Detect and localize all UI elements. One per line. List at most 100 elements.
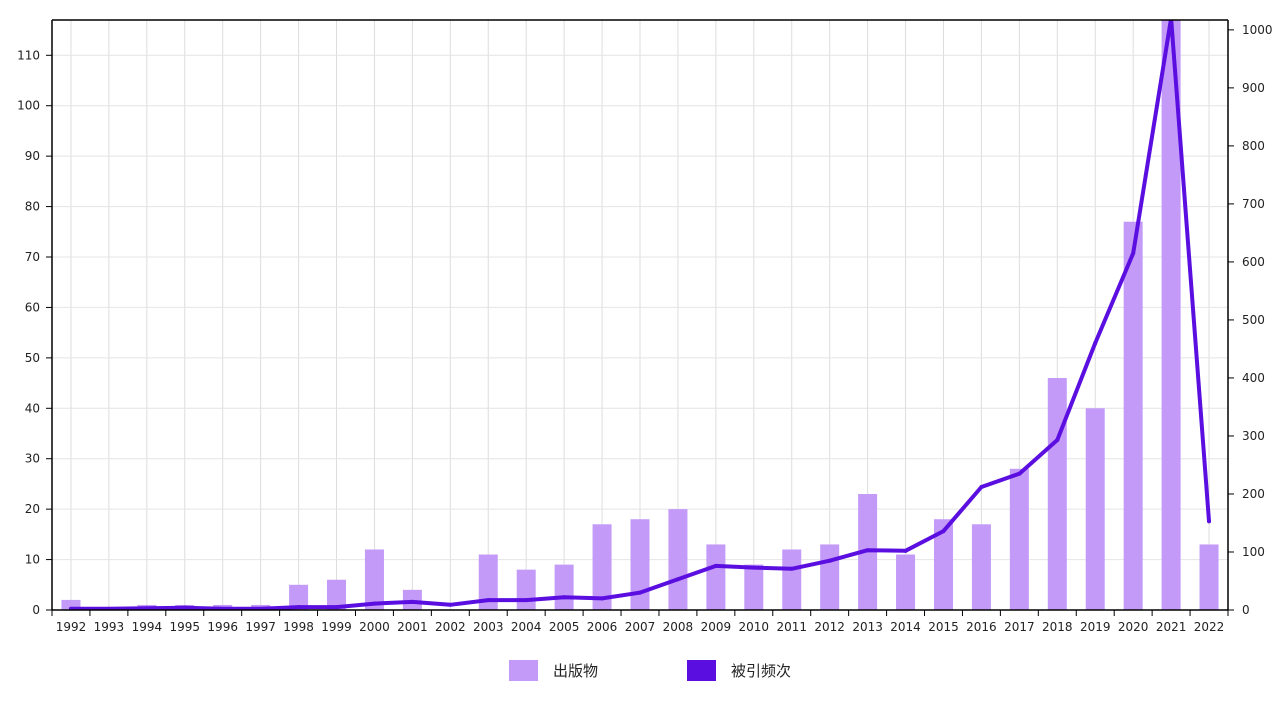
x-tick-label: 2014 <box>890 620 921 634</box>
y-left-tick-label: 0 <box>32 603 40 617</box>
point-2001[interactable] <box>410 599 415 604</box>
x-tick-label: 1999 <box>321 620 352 634</box>
y-right-tick-label: 300 <box>1242 429 1265 443</box>
point-2000[interactable] <box>372 601 377 606</box>
y-left-tick-label: 60 <box>25 300 40 314</box>
bar-2004[interactable] <box>516 569 536 610</box>
x-tick-label: 2013 <box>852 620 883 634</box>
x-tick-label: 1997 <box>245 620 276 634</box>
x-tick-label: 2016 <box>966 620 997 634</box>
bar-1992[interactable] <box>61 599 81 610</box>
x-tick-label: 2018 <box>1042 620 1073 634</box>
y-right-tick-label: 0 <box>1242 603 1250 617</box>
legend: 出版物 被引频次 <box>509 660 791 681</box>
x-tick-label: 2004 <box>511 620 542 634</box>
bar-2016[interactable] <box>971 524 991 610</box>
point-2019[interactable] <box>1093 341 1098 346</box>
bar-2000[interactable] <box>364 549 384 610</box>
line-series <box>68 20 1212 611</box>
bar-2015[interactable] <box>933 519 953 610</box>
y-right-tick-label: 400 <box>1242 371 1265 385</box>
y-left-tick-label: 80 <box>25 200 40 214</box>
y-left-tick-label: 50 <box>25 351 40 365</box>
x-tick-label: 2003 <box>473 620 504 634</box>
bar-2020[interactable] <box>1123 221 1143 610</box>
y-right-tick-label: 100 <box>1242 545 1265 559</box>
bar-1998[interactable] <box>289 584 309 610</box>
y-left-tick-label: 70 <box>25 250 40 264</box>
point-2017[interactable] <box>1017 471 1022 476</box>
x-tick-label: 2006 <box>587 620 618 634</box>
legend-swatch-citations[interactable] <box>687 660 716 681</box>
bar-2003[interactable] <box>478 554 498 610</box>
x-tick-label: 2001 <box>397 620 428 634</box>
x-tick-label: 2012 <box>814 620 845 634</box>
point-1997[interactable] <box>258 606 263 611</box>
bar-series <box>61 5 1219 610</box>
bar-2011[interactable] <box>782 549 802 610</box>
point-2011[interactable] <box>789 566 794 571</box>
bar-2007[interactable] <box>630 519 650 610</box>
point-1993[interactable] <box>106 606 111 611</box>
y-right-tick-label: 500 <box>1242 313 1265 327</box>
x-tick-label: 2011 <box>776 620 807 634</box>
point-1996[interactable] <box>220 606 225 611</box>
point-2015[interactable] <box>941 529 946 534</box>
point-1994[interactable] <box>144 606 149 610</box>
y-left-tick-label: 40 <box>25 401 40 415</box>
y-left-tick-label: 30 <box>25 452 40 466</box>
bar-1999[interactable] <box>327 579 347 610</box>
bar-2010[interactable] <box>744 564 764 610</box>
x-tick-label: 1994 <box>132 620 163 634</box>
x-tick-label: 2002 <box>435 620 466 634</box>
x-tick-label: 2021 <box>1156 620 1187 634</box>
bar-2014[interactable] <box>896 554 916 610</box>
x-tick-label: 2022 <box>1194 620 1225 634</box>
legend-label-citations: 被引频次 <box>731 662 791 680</box>
x-tick-label: 2020 <box>1118 620 1149 634</box>
point-1992[interactable] <box>68 606 73 611</box>
y-right-tick-label: 600 <box>1242 255 1265 269</box>
legend-label-publications: 出版物 <box>553 662 598 680</box>
point-2002[interactable] <box>448 602 453 607</box>
x-tick-label: 2009 <box>701 620 732 634</box>
point-2008[interactable] <box>675 577 680 582</box>
x-tick-label: 2015 <box>928 620 959 634</box>
x-tick-label: 2010 <box>739 620 770 634</box>
x-tick-label: 2019 <box>1080 620 1111 634</box>
y-left-tick-label: 100 <box>17 99 40 113</box>
point-2022[interactable] <box>1207 519 1212 524</box>
point-2007[interactable] <box>638 590 642 595</box>
point-2009[interactable] <box>713 563 718 568</box>
point-1995[interactable] <box>182 605 187 610</box>
point-1998[interactable] <box>296 605 301 610</box>
point-2014[interactable] <box>903 548 908 553</box>
point-2016[interactable] <box>979 485 984 490</box>
bar-2018[interactable] <box>1047 378 1067 610</box>
bar-2019[interactable] <box>1085 408 1105 610</box>
point-2018[interactable] <box>1055 438 1060 443</box>
point-1999[interactable] <box>334 605 339 610</box>
point-2010[interactable] <box>751 565 756 570</box>
point-2012[interactable] <box>827 558 832 563</box>
point-2006[interactable] <box>600 596 605 601</box>
point-2020[interactable] <box>1131 251 1136 256</box>
point-2013[interactable] <box>865 548 870 553</box>
bar-2006[interactable] <box>592 524 612 610</box>
bar-2021[interactable] <box>1161 5 1181 610</box>
point-2004[interactable] <box>524 598 529 603</box>
bar-2012[interactable] <box>820 544 840 610</box>
point-2003[interactable] <box>486 598 491 603</box>
point-2005[interactable] <box>562 595 567 600</box>
y-left-tick-label: 20 <box>25 502 40 516</box>
bar-2022[interactable] <box>1199 544 1219 610</box>
y-right-tick-label: 1000 <box>1242 23 1273 37</box>
bar-2009[interactable] <box>706 544 726 610</box>
x-tick-label: 1995 <box>170 620 201 634</box>
bar-2005[interactable] <box>554 564 574 610</box>
y-right-tick-label: 200 <box>1242 487 1265 501</box>
bar-2008[interactable] <box>668 509 688 610</box>
x-tick-label: 2000 <box>359 620 390 634</box>
legend-swatch-publications[interactable] <box>509 660 538 681</box>
bar-2017[interactable] <box>1009 468 1029 610</box>
